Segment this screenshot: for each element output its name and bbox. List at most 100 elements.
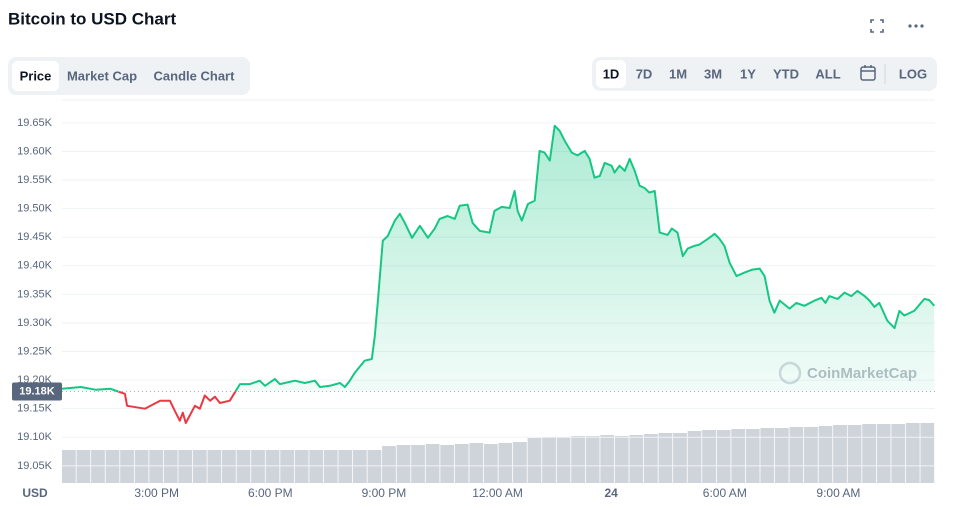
volume-bar [483,444,498,483]
volume-bar [876,424,891,483]
volume-bar [614,436,629,483]
volume-bar [731,429,746,483]
volume-bar [323,450,338,483]
x-tick-label: 24 [604,486,618,500]
y-tick-label: 19.25K [17,345,53,357]
volume-bar [309,450,324,483]
x-tick-label: 9:00 AM [816,486,860,500]
range-button[interactable]: 7D [636,66,653,81]
y-tick-label: 19.60K [17,145,53,157]
volume-bar [338,450,353,483]
y-tick-label: 19.30K [17,317,53,329]
range-button[interactable]: 3M [704,66,722,81]
volume-bar [804,427,818,483]
volume-bar [411,445,425,483]
y-tick-label: 19.50K [17,203,53,215]
range-button[interactable]: ALL [815,66,840,81]
y-tick-label: 19.55K [17,174,53,186]
volume-bar [440,445,455,483]
x-tick-label: 3:00 PM [134,486,179,500]
volume-bar [498,443,513,483]
volume-bar [513,442,527,483]
x-tick-label: 6:00 AM [703,486,747,500]
more-icon[interactable] [908,24,924,28]
volume-bar [833,425,847,483]
currency-label: USD [22,486,48,500]
volume-bar [658,433,673,483]
volume-bar [920,423,935,483]
volume-bar [425,444,440,483]
calendar-icon[interactable] [860,65,876,81]
volume-bar [745,429,760,483]
volume-bar [585,436,600,483]
volume-bar [76,450,91,483]
y-tick-label: 19.15K [17,403,53,415]
volume-bar [91,450,105,483]
volume-bar [163,450,178,483]
volume-bar [716,430,731,483]
volume-bar [571,436,585,483]
volume-bar [542,437,556,483]
volume-bar [222,450,236,483]
y-tick-label: 19.45K [17,231,53,243]
tab[interactable]: Candle Chart [154,68,236,83]
chart-title: Bitcoin to USD Chart [8,9,176,28]
volume-bar [192,450,207,483]
volume-bar [527,438,542,483]
volume-bar [454,444,469,483]
price-area [62,125,935,392]
range-group [592,57,937,91]
volume-bar [280,450,294,483]
x-tick-label: 12:00 AM [472,486,523,500]
volume-bar [818,426,833,483]
volume-bar [905,423,920,483]
volume-bar [178,450,193,483]
baseline-label: 19.18K [19,385,55,397]
range-active [596,60,626,88]
x-tick-label: 6:00 PM [248,486,293,500]
log-button[interactable]: LOG [899,66,927,81]
price-line-up [61,124,935,392]
volume-bar [847,425,862,483]
volume-bar [105,450,120,483]
volume-bar [149,450,164,483]
y-tick-label: 19.40K [17,260,53,272]
range-button[interactable]: YTD [773,66,799,81]
range-button[interactable]: 1M [669,66,687,81]
range-button[interactable]: 1Y [740,66,756,81]
volume-bar [207,450,222,483]
volume-bar [251,450,265,483]
volume-bar [556,437,571,483]
y-tick-label: 19.10K [17,431,53,443]
volume-bar [382,446,396,483]
volume-bar [629,435,644,483]
y-tick-label: 19.35K [17,288,53,300]
volume-bar [600,435,615,483]
volume-bar [469,443,484,483]
x-tick-label: 9:00 PM [362,486,407,500]
y-tick-label: 19.65K [17,117,53,129]
tab[interactable]: Price [20,68,52,83]
volume-bar [120,450,134,483]
volume-bar [294,450,309,483]
volume-bar [265,450,280,483]
volume-bar [396,445,411,483]
expand-icon[interactable] [870,19,884,33]
volume-bar [353,450,367,483]
volume-bar [367,450,382,483]
volume-bar [644,434,658,483]
volume-bar [236,450,251,483]
y-tick-label: 19.05K [17,460,53,472]
volume-bar [760,428,775,483]
volume-bar [891,424,906,483]
volume-bar [687,431,702,483]
volume-bar [134,450,149,483]
tab[interactable]: Market Cap [67,68,137,83]
volume-bar [673,433,687,483]
range-button[interactable]: 1D [603,66,620,81]
volume-bar [702,430,716,483]
volume-bar [774,428,789,483]
tab-active [12,61,59,91]
